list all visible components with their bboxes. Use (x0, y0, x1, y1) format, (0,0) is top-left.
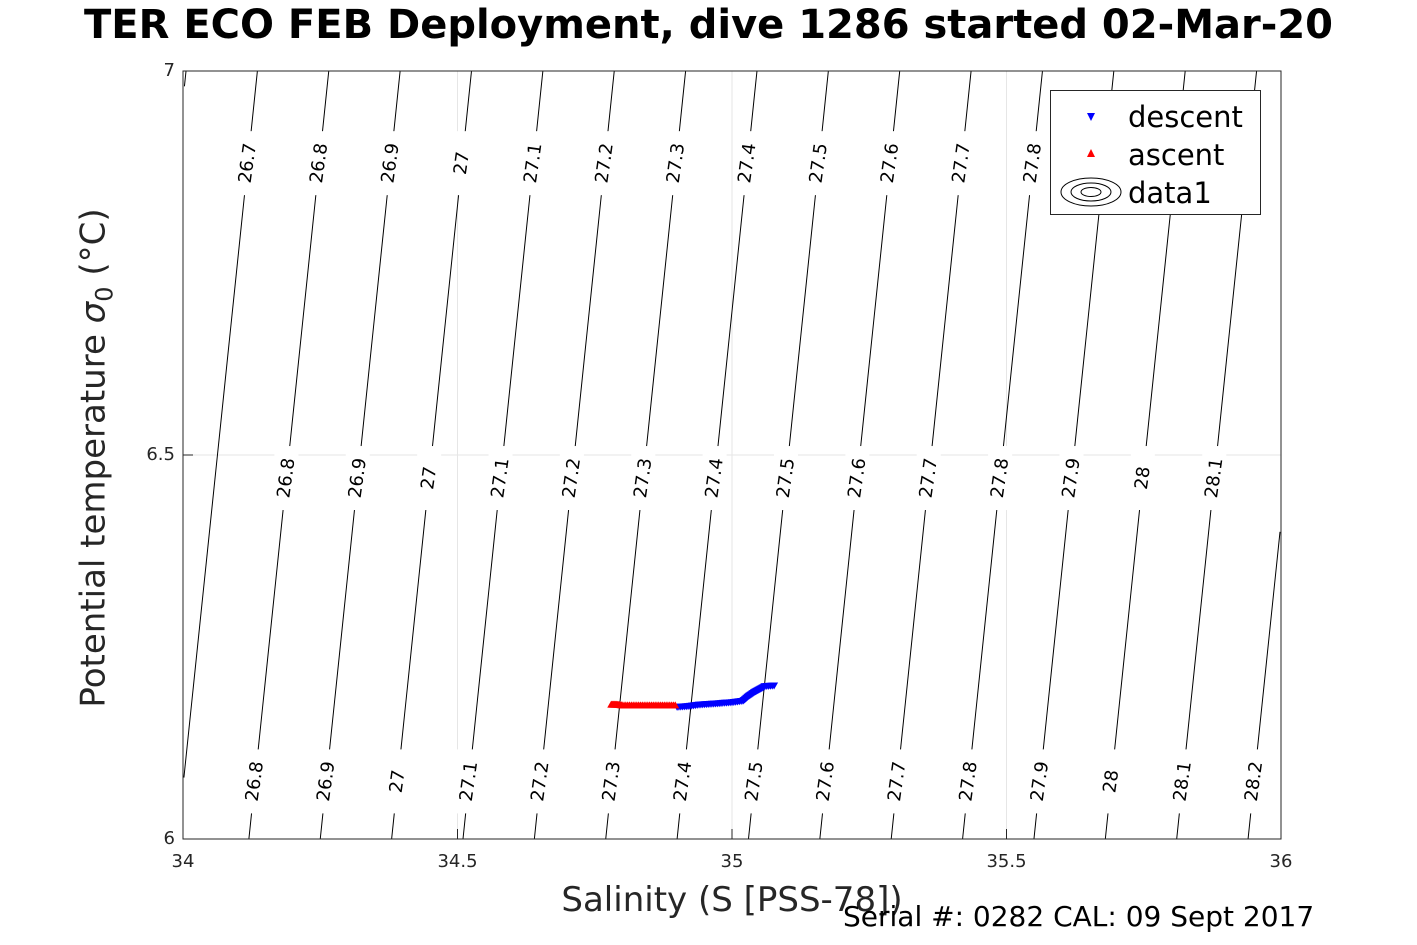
contour-label-bg-bot-10 (956, 749, 981, 814)
contour-label-mid-2: 27 (417, 465, 441, 491)
contour-label-bg-top-0 (235, 131, 260, 196)
axis-ticks (182, 70, 1282, 840)
y-axis-label: Potential temperature σ0 (°C) (73, 208, 119, 708)
legend-label-ascent: ascent (1128, 138, 1225, 172)
legend-entry-descent: descent (1051, 97, 1260, 134)
chart-title: TER ECO FEB Deployment, dive 1286 starte… (83, 2, 1333, 48)
data-markers (607, 682, 779, 711)
contour-label-bg-bot-2 (385, 749, 410, 814)
contour-label-bg-top-3 (449, 131, 474, 196)
y-tick-label-0: 6 (163, 828, 175, 849)
contour-label-bg-mid-8 (845, 446, 870, 511)
contour-label-bg-mid-12 (1130, 446, 1155, 511)
contour-label-bg-bot-13 (1170, 749, 1195, 814)
contour-label-bg-top-2 (378, 131, 403, 196)
contour-label-bg-bot-11 (1027, 749, 1052, 814)
x-tick-label-2: 35 (720, 851, 744, 872)
x-tick-label-4: 36 (1269, 851, 1293, 872)
contour-label-bg-bot-0 (242, 749, 267, 814)
ascent-point-6-5 (671, 701, 680, 709)
contour-label-bg-top-11 (1020, 131, 1045, 196)
contour-label-mid-12: 28 (1131, 465, 1155, 491)
contour-label-bg-bot-9 (885, 749, 910, 814)
contour-label-bg-mid-9 (916, 446, 941, 511)
contour-label-bg-bot-12 (1099, 749, 1124, 814)
x-tick-label-1: 34.5 (437, 851, 478, 872)
x-tick-label-3: 35.5 (986, 851, 1027, 872)
serial-cal-footer: Serial #: 0282 CAL: 09 Sept 2017 (843, 900, 1315, 933)
contour-label-bg-bot-5 (599, 749, 624, 814)
legend-entry-ascent: ascent (1051, 135, 1260, 172)
y-tick-label-1: 6.5 (146, 444, 175, 465)
contour-label-bg-mid-2 (417, 446, 442, 511)
contour-label-bg-bot-4 (528, 749, 553, 814)
contour-label-bg-top-4 (521, 131, 546, 196)
x-axis-label: Salinity (S [PSS-78]) (561, 880, 903, 920)
contour-label-bg-top-6 (664, 131, 689, 196)
legend-label-descent: descent (1128, 100, 1243, 134)
contour-label-bg-top-1 (307, 131, 332, 196)
contour-label-bot-12: 28 (1099, 769, 1123, 795)
contour-label-bg-mid-13 (1202, 446, 1227, 511)
contour-label-bg-bot-3 (456, 749, 481, 814)
contour-label-bg-bot-7 (742, 749, 767, 814)
contour-label-bg-mid-4 (559, 446, 584, 511)
legend-entry-data1: data1 (1051, 173, 1260, 210)
legend-label-data1: data1 (1128, 176, 1212, 210)
contour-labels: 26.7 26.8 26.9 27 27.1 27.2 27.3 27.4 27.5 27.6 27… (235, 131, 1267, 814)
legend-ascent-marker (1087, 149, 1095, 157)
contour-label-bg-mid-11 (1059, 446, 1084, 511)
contour-label-bg-mid-5 (631, 446, 656, 511)
contour-label-bg-top-8 (806, 131, 831, 196)
contour-label-bg-mid-7 (774, 446, 799, 511)
contour-label-bg-bot-14 (1242, 749, 1267, 814)
contour-label-bg-bot-8 (813, 749, 838, 814)
contour-label-bg-mid-3 (488, 446, 513, 511)
legend-symbols (1060, 113, 1122, 207)
contour-label-bg-top-9 (878, 131, 903, 196)
contour-label-bg-mid-6 (702, 446, 727, 511)
contour-label-bg-top-7 (735, 131, 760, 196)
contour-label-bot-2: 27 (386, 769, 410, 795)
contour-line-26.6 (183, 70, 187, 87)
y-tick-label-2: 7 (163, 60, 175, 81)
contour-label-bg-mid-10 (988, 446, 1013, 511)
contour-label-bg-bot-1 (314, 749, 339, 814)
contour-label-bg-top-5 (592, 131, 617, 196)
descent-point-10-5 (770, 682, 779, 690)
contour-label-bg-mid-1 (345, 446, 370, 511)
legend-descent-marker (1087, 113, 1095, 121)
x-tick-label-0: 34 (171, 851, 195, 872)
contour-label-bg-mid-0 (274, 446, 299, 511)
contour-label-bg-top-10 (949, 131, 974, 196)
contour-label-top-3: 27 (450, 150, 474, 176)
legend-contour-icon (1060, 177, 1122, 207)
contour-label-bg-bot-6 (671, 749, 696, 814)
legend: descent ascent data1 (1050, 90, 1261, 215)
